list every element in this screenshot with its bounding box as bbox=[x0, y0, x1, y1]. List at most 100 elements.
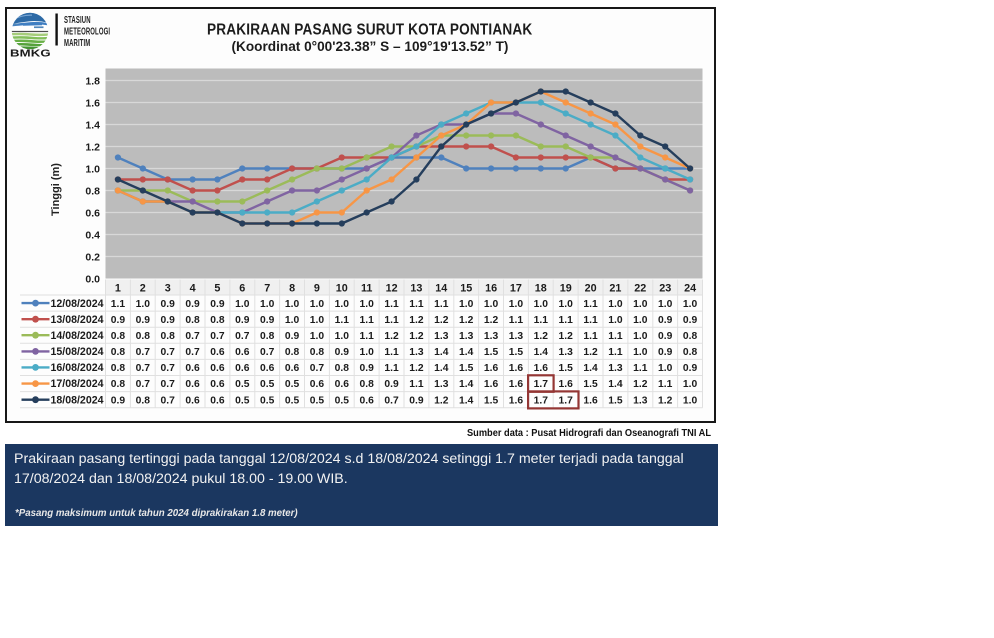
svg-text:1.5: 1.5 bbox=[484, 347, 499, 358]
svg-text:1.6: 1.6 bbox=[509, 379, 524, 390]
svg-text:0.8: 0.8 bbox=[185, 315, 200, 326]
svg-text:14: 14 bbox=[435, 282, 447, 294]
svg-text:0.7: 0.7 bbox=[136, 347, 151, 358]
svg-text:0.6: 0.6 bbox=[335, 379, 350, 390]
svg-text:1.3: 1.3 bbox=[559, 347, 574, 358]
svg-text:1.3: 1.3 bbox=[434, 379, 449, 390]
svg-text:1.0: 1.0 bbox=[285, 299, 300, 310]
svg-text:1.2: 1.2 bbox=[633, 379, 648, 390]
svg-text:0.5: 0.5 bbox=[310, 395, 325, 406]
svg-text:17: 17 bbox=[510, 282, 522, 294]
svg-text:1.0: 1.0 bbox=[459, 299, 474, 310]
svg-text:1.2: 1.2 bbox=[434, 395, 449, 406]
svg-text:0.6: 0.6 bbox=[210, 379, 225, 390]
svg-text:1.4: 1.4 bbox=[534, 347, 549, 358]
svg-text:1.2: 1.2 bbox=[384, 331, 399, 342]
svg-text:0.6: 0.6 bbox=[185, 379, 200, 390]
svg-text:1.3: 1.3 bbox=[608, 363, 623, 374]
svg-text:1.1: 1.1 bbox=[409, 299, 424, 310]
svg-text:1.7: 1.7 bbox=[534, 395, 549, 406]
svg-text:1.4: 1.4 bbox=[459, 395, 474, 406]
svg-text:0.5: 0.5 bbox=[235, 379, 250, 390]
svg-text:1.2: 1.2 bbox=[559, 331, 574, 342]
svg-text:0.7: 0.7 bbox=[185, 331, 200, 342]
svg-text:0.9: 0.9 bbox=[111, 315, 126, 326]
svg-text:1.3: 1.3 bbox=[484, 331, 499, 342]
svg-text:8: 8 bbox=[289, 282, 295, 294]
svg-text:18: 18 bbox=[535, 282, 547, 294]
svg-text:1.0: 1.0 bbox=[658, 363, 673, 374]
svg-text:0.9: 0.9 bbox=[285, 331, 300, 342]
svg-text:0.8: 0.8 bbox=[683, 347, 698, 358]
svg-text:1.1: 1.1 bbox=[583, 299, 598, 310]
svg-text:0.6: 0.6 bbox=[210, 363, 225, 374]
svg-text:2: 2 bbox=[140, 282, 146, 294]
svg-text:0.9: 0.9 bbox=[260, 315, 275, 326]
svg-text:1.1: 1.1 bbox=[409, 379, 424, 390]
svg-text:1.0: 1.0 bbox=[136, 299, 151, 310]
svg-text:1.0: 1.0 bbox=[310, 315, 325, 326]
svg-text:1.1: 1.1 bbox=[509, 315, 524, 326]
svg-text:1.4: 1.4 bbox=[85, 119, 100, 131]
svg-text:0.4: 0.4 bbox=[85, 229, 100, 241]
svg-text:Tinggi (m): Tinggi (m) bbox=[50, 163, 62, 216]
svg-text:0.6: 0.6 bbox=[185, 363, 200, 374]
svg-text:21: 21 bbox=[609, 282, 621, 294]
svg-text:1.0: 1.0 bbox=[683, 299, 698, 310]
svg-text:1.2: 1.2 bbox=[484, 315, 499, 326]
svg-text:0.9: 0.9 bbox=[235, 315, 250, 326]
svg-text:0.9: 0.9 bbox=[360, 363, 375, 374]
svg-text:1.0: 1.0 bbox=[335, 331, 350, 342]
svg-text:1.1: 1.1 bbox=[360, 331, 375, 342]
svg-text:15/08/2024: 15/08/2024 bbox=[50, 346, 103, 358]
svg-text:13: 13 bbox=[410, 282, 422, 294]
svg-text:1.2: 1.2 bbox=[459, 315, 474, 326]
svg-text:0.8: 0.8 bbox=[136, 395, 151, 406]
svg-text:BMKG: BMKG bbox=[10, 48, 51, 59]
svg-text:6: 6 bbox=[239, 282, 245, 294]
svg-text:0.9: 0.9 bbox=[658, 315, 673, 326]
svg-text:1.2: 1.2 bbox=[658, 395, 673, 406]
svg-text:0.7: 0.7 bbox=[235, 331, 250, 342]
svg-text:1.3: 1.3 bbox=[409, 347, 424, 358]
svg-text:(Koordinat 0°00'23.38” S – 109: (Koordinat 0°00'23.38” S – 109°19'13.52”… bbox=[232, 39, 509, 54]
svg-text:1.6: 1.6 bbox=[85, 97, 100, 109]
svg-text:1.5: 1.5 bbox=[608, 395, 623, 406]
svg-text:0.9: 0.9 bbox=[136, 315, 151, 326]
svg-text:7: 7 bbox=[264, 282, 270, 294]
svg-text:0.9: 0.9 bbox=[185, 299, 200, 310]
svg-text:0.9: 0.9 bbox=[409, 395, 424, 406]
svg-text:0.6: 0.6 bbox=[185, 395, 200, 406]
svg-text:0.8: 0.8 bbox=[360, 379, 375, 390]
svg-text:1.3: 1.3 bbox=[434, 331, 449, 342]
svg-text:0.7: 0.7 bbox=[161, 395, 176, 406]
svg-text:1.6: 1.6 bbox=[484, 363, 499, 374]
svg-text:19: 19 bbox=[560, 282, 572, 294]
svg-text:0.7: 0.7 bbox=[310, 363, 325, 374]
svg-text:1.8: 1.8 bbox=[85, 75, 100, 87]
svg-text:0.6: 0.6 bbox=[210, 395, 225, 406]
svg-text:0.7: 0.7 bbox=[384, 395, 399, 406]
svg-text:0.7: 0.7 bbox=[185, 347, 200, 358]
svg-text:11: 11 bbox=[361, 282, 372, 294]
svg-text:1.4: 1.4 bbox=[459, 379, 474, 390]
svg-text:1.0: 1.0 bbox=[559, 299, 574, 310]
svg-text:0.7: 0.7 bbox=[161, 379, 176, 390]
svg-text:1.0: 1.0 bbox=[260, 299, 275, 310]
svg-text:0.8: 0.8 bbox=[111, 347, 126, 358]
svg-text:12/08/2024: 12/08/2024 bbox=[50, 298, 103, 310]
svg-text:1.1: 1.1 bbox=[384, 299, 399, 310]
svg-text:0.8: 0.8 bbox=[136, 331, 151, 342]
svg-text:0.7: 0.7 bbox=[161, 347, 176, 358]
svg-text:0.6: 0.6 bbox=[85, 207, 100, 219]
svg-text:0.7: 0.7 bbox=[136, 363, 151, 374]
svg-text:1.3: 1.3 bbox=[509, 331, 524, 342]
svg-text:24: 24 bbox=[684, 282, 696, 294]
svg-text:1.0: 1.0 bbox=[509, 299, 524, 310]
svg-text:0.2: 0.2 bbox=[85, 251, 100, 263]
svg-text:1.3: 1.3 bbox=[459, 331, 474, 342]
svg-text:0.8: 0.8 bbox=[161, 331, 176, 342]
svg-text:0.5: 0.5 bbox=[285, 379, 300, 390]
svg-text:1.2: 1.2 bbox=[534, 331, 549, 342]
